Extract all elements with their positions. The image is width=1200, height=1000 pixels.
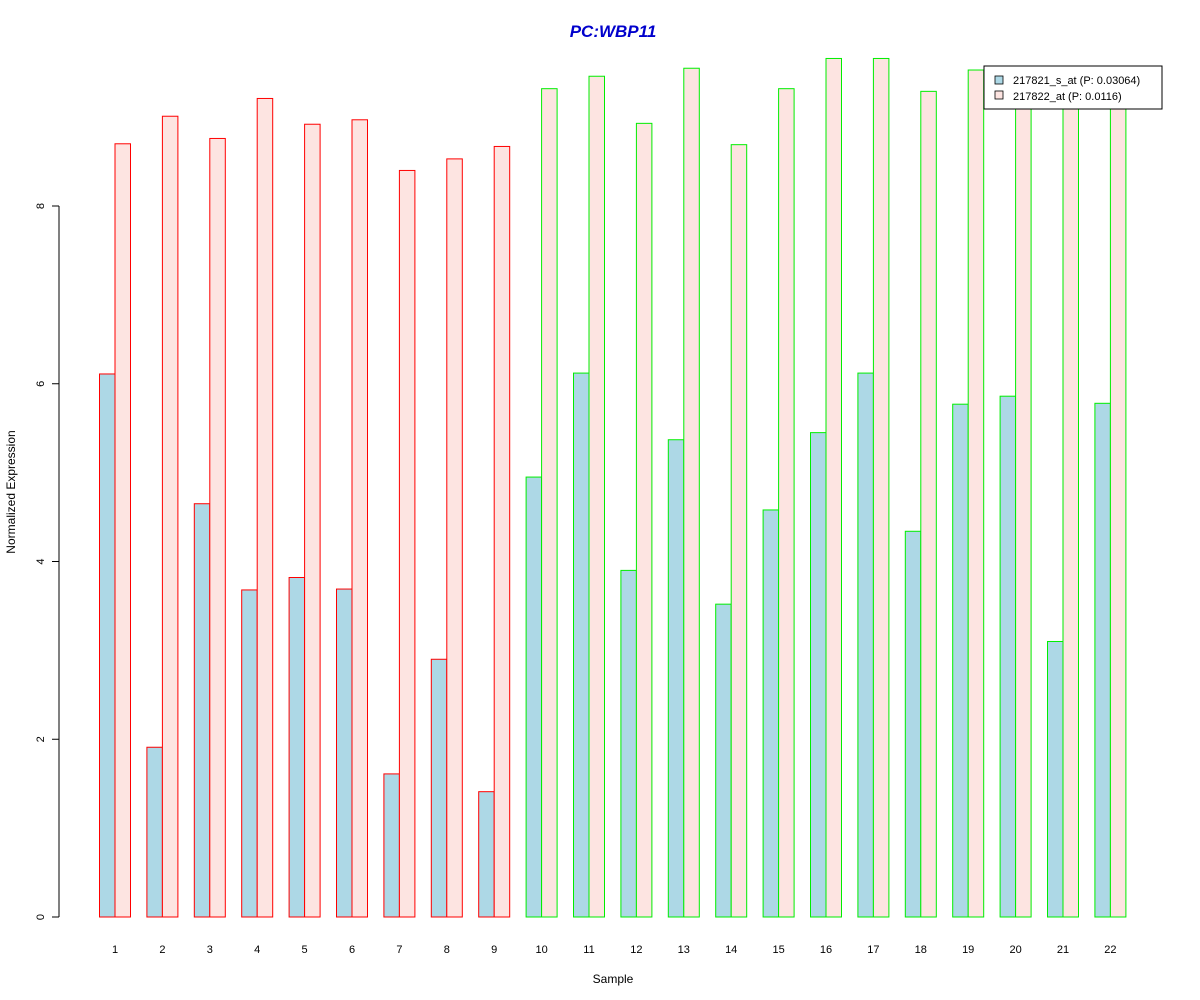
bar-series-1-sample-8 [430, 658, 448, 918]
bar-series-1-sample-6 [336, 588, 353, 918]
x-tick-label: 1 [112, 944, 118, 956]
x-tick-label: 16 [820, 944, 832, 956]
x-axis-tick-labels: 1 2 3 4 5 6 7 8 9 10 11 12 13 14 15 16 17 18 19 20 21 22 [112, 944, 1117, 956]
bar-series-1-sample-11 [573, 372, 590, 918]
bars-group [99, 57, 1127, 918]
x-tick-label: 20 [1009, 944, 1021, 956]
y-tick-label: 4 [35, 558, 47, 564]
bar-series-1-sample-21 [1047, 640, 1064, 918]
legend-swatch-series-1 [994, 75, 1004, 85]
x-tick-label: 12 [630, 944, 642, 956]
y-tick-label: 0 [35, 914, 47, 920]
x-tick-label: 22 [1104, 944, 1116, 956]
bar-series-1-sample-13 [667, 439, 685, 918]
bar-series-2-sample-8 [446, 158, 463, 918]
bar-series-2-sample-21 [1062, 85, 1079, 918]
bar-series-1-sample-12 [620, 569, 637, 918]
bar-series-2-sample-14 [730, 144, 748, 918]
bar-series-1-sample-16 [810, 432, 827, 918]
legend-box [983, 65, 1163, 110]
x-tick-label: 8 [444, 944, 450, 956]
chart-title: PC:WBP11 [570, 22, 657, 41]
x-tick-label: 15 [772, 944, 784, 956]
bar-series-1-sample-15 [762, 509, 780, 918]
bar-series-1-sample-7 [383, 773, 400, 918]
x-tick-label: 10 [535, 944, 547, 956]
bar-series-2-sample-22 [1109, 76, 1127, 918]
x-tick-label: 13 [678, 944, 690, 956]
x-tick-label: 14 [725, 944, 737, 956]
bar-series-2-sample-20 [1015, 82, 1032, 918]
legend-label-series-1: 217821_s_at (P: 0.03064) [1013, 75, 1140, 87]
bar-series-2-sample-6 [351, 119, 368, 918]
x-tick-label: 7 [396, 944, 402, 956]
bar-series-1-sample-1 [99, 373, 116, 918]
bar-series-2-sample-1 [114, 143, 131, 918]
bar-series-2-sample-16 [825, 57, 842, 918]
x-tick-label: 2 [159, 944, 165, 956]
y-tick-label: 2 [35, 736, 47, 742]
bar-series-2-sample-13 [683, 67, 700, 918]
bar-series-1-sample-20 [999, 395, 1017, 918]
legend-swatch-series-2 [994, 90, 1004, 100]
y-tick-label: 6 [35, 381, 47, 387]
legend-label-series-2: 217822_at (P: 0.0116) [1013, 91, 1122, 103]
bar-series-2-sample-12 [635, 122, 653, 918]
bar-series-2-sample-3 [209, 137, 226, 918]
bar-series-1-sample-19 [952, 403, 969, 918]
x-tick-label: 17 [867, 944, 879, 956]
bar-series-1-sample-5 [288, 576, 306, 918]
bar-series-1-sample-9 [478, 791, 495, 918]
x-tick-label: 3 [207, 944, 213, 956]
x-tick-label: 5 [302, 944, 308, 956]
bar-series-2-sample-7 [398, 169, 416, 918]
bar-series-2-sample-19 [967, 69, 985, 918]
y-axis-label: Normalized Expression [4, 430, 18, 553]
x-tick-label: 18 [915, 944, 927, 956]
bar-series-1-sample-2 [146, 746, 163, 918]
x-tick-label: 4 [254, 944, 260, 956]
bar-series-2-sample-2 [161, 115, 179, 918]
bar-series-2-sample-15 [778, 88, 795, 918]
bar-series-2-sample-4 [256, 97, 274, 918]
x-axis-label: Sample [593, 972, 634, 986]
x-tick-label: 21 [1057, 944, 1069, 956]
bar-series-1-sample-14 [715, 603, 732, 918]
bar-series-1-sample-3 [193, 503, 211, 918]
bar-series-2-sample-17 [872, 57, 890, 918]
bar-series-1-sample-17 [857, 372, 874, 918]
legend: 217821_s_at (P: 0.03064) 217822_at (P: 0… [983, 65, 1163, 110]
x-tick-label: 19 [962, 944, 974, 956]
bar-series-2-sample-5 [304, 123, 321, 918]
x-tick-label: 11 [583, 944, 594, 956]
bar-series-2-sample-18 [920, 90, 937, 918]
y-axis: 0 2 4 6 8 [35, 203, 60, 920]
x-tick-label: 9 [491, 944, 497, 956]
bar-series-2-sample-10 [541, 88, 558, 918]
bar-series-1-sample-10 [525, 476, 543, 918]
bar-series-1-sample-18 [904, 530, 922, 918]
x-tick-label: 6 [349, 944, 355, 956]
bar-series-1-sample-4 [241, 589, 258, 918]
bar-series-2-sample-9 [493, 145, 511, 918]
y-tick-label: 8 [35, 203, 47, 209]
bar-series-1-sample-22 [1094, 402, 1111, 918]
bar-series-2-sample-11 [588, 75, 605, 918]
